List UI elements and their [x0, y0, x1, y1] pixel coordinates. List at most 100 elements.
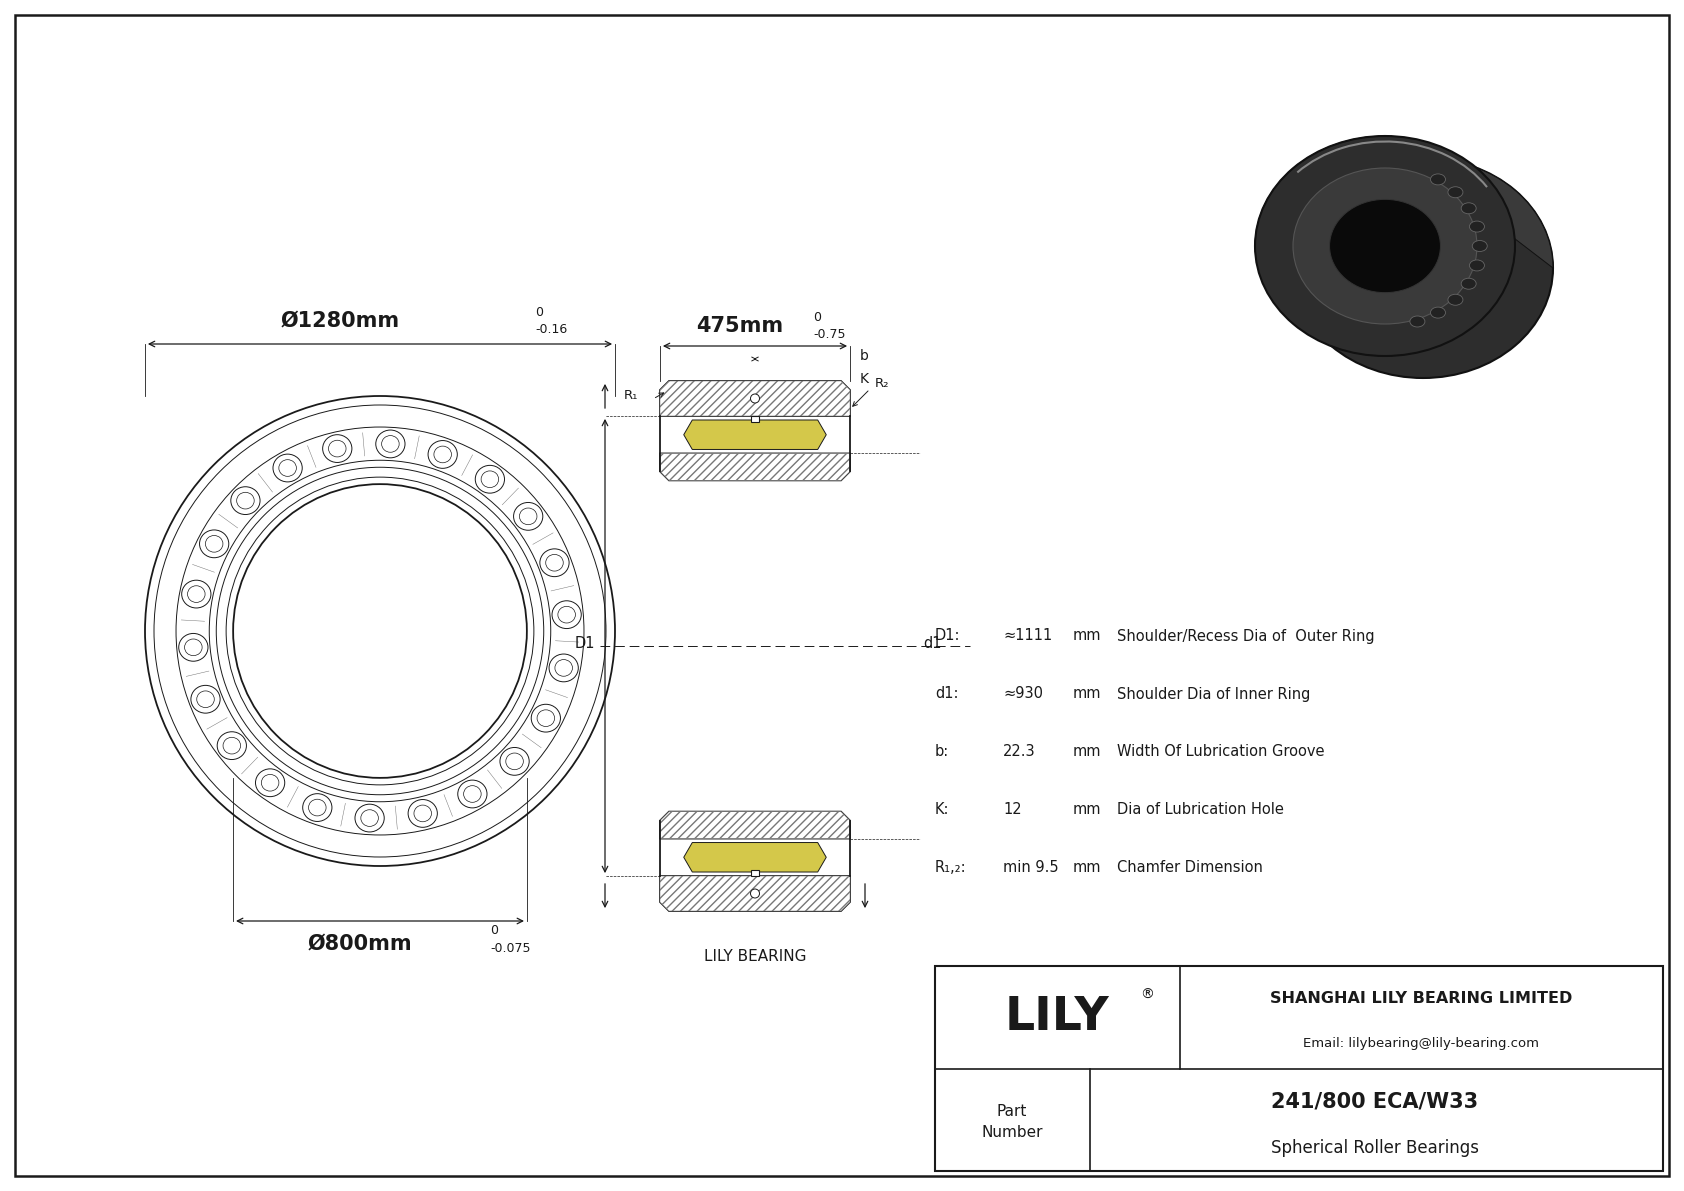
Ellipse shape: [1430, 174, 1445, 185]
Text: Part
Number: Part Number: [982, 1104, 1042, 1140]
Text: 475mm: 475mm: [697, 316, 783, 336]
Circle shape: [751, 888, 759, 898]
Ellipse shape: [414, 805, 431, 822]
Ellipse shape: [205, 536, 222, 553]
Ellipse shape: [360, 810, 379, 827]
Text: mm: mm: [1073, 744, 1101, 760]
Text: Shoulder Dia of Inner Ring: Shoulder Dia of Inner Ring: [1116, 686, 1310, 701]
Text: 0: 0: [813, 311, 822, 324]
Ellipse shape: [1293, 168, 1477, 324]
Text: Chamfer Dimension: Chamfer Dimension: [1116, 861, 1263, 875]
Ellipse shape: [1462, 202, 1477, 213]
Ellipse shape: [1470, 222, 1484, 232]
Ellipse shape: [1448, 294, 1463, 305]
Text: LILY: LILY: [1005, 994, 1110, 1040]
Ellipse shape: [303, 793, 332, 822]
Text: mm: mm: [1073, 686, 1101, 701]
Ellipse shape: [1448, 187, 1463, 198]
Text: R₂: R₂: [876, 378, 889, 391]
Ellipse shape: [1293, 158, 1553, 378]
Ellipse shape: [408, 799, 438, 828]
Polygon shape: [684, 842, 827, 872]
Text: mm: mm: [1073, 629, 1101, 643]
Ellipse shape: [179, 634, 209, 661]
Ellipse shape: [187, 586, 205, 603]
Ellipse shape: [231, 487, 259, 515]
Text: D1:: D1:: [935, 629, 960, 643]
Text: ≈930: ≈930: [1004, 686, 1042, 701]
Ellipse shape: [434, 447, 451, 463]
Text: ≈1111: ≈1111: [1004, 629, 1052, 643]
Ellipse shape: [256, 769, 285, 797]
Ellipse shape: [514, 503, 542, 530]
Ellipse shape: [546, 555, 562, 570]
Text: SHANGHAI LILY BEARING LIMITED: SHANGHAI LILY BEARING LIMITED: [1270, 991, 1573, 1006]
Ellipse shape: [217, 731, 246, 760]
Ellipse shape: [376, 430, 406, 457]
Ellipse shape: [1472, 241, 1487, 251]
Text: Shoulder/Recess Dia of  Outer Ring: Shoulder/Recess Dia of Outer Ring: [1116, 629, 1374, 643]
Text: Spherical Roller Bearings: Spherical Roller Bearings: [1271, 1140, 1479, 1158]
Polygon shape: [660, 454, 850, 480]
Ellipse shape: [1330, 199, 1440, 293]
Text: Email: lilybearing@lily-bearing.com: Email: lilybearing@lily-bearing.com: [1303, 1037, 1539, 1050]
Bar: [751, 416, 759, 422]
Text: -0.16: -0.16: [536, 323, 568, 336]
Ellipse shape: [182, 580, 210, 607]
Polygon shape: [660, 381, 850, 416]
Ellipse shape: [1410, 316, 1425, 328]
Ellipse shape: [519, 509, 537, 525]
Text: 12: 12: [1004, 803, 1022, 817]
Ellipse shape: [537, 710, 554, 727]
Ellipse shape: [482, 470, 498, 487]
Ellipse shape: [382, 436, 399, 453]
Text: mm: mm: [1073, 861, 1101, 875]
Ellipse shape: [185, 640, 202, 656]
Text: d1:: d1:: [935, 686, 958, 701]
Ellipse shape: [328, 441, 345, 457]
Text: 0: 0: [536, 306, 542, 319]
Ellipse shape: [556, 660, 573, 676]
Text: d1: d1: [923, 636, 941, 651]
Ellipse shape: [1430, 307, 1445, 318]
Ellipse shape: [428, 441, 458, 468]
Polygon shape: [660, 811, 850, 838]
Ellipse shape: [323, 435, 352, 462]
Ellipse shape: [1255, 136, 1516, 356]
Text: D1: D1: [574, 636, 594, 651]
Ellipse shape: [541, 549, 569, 576]
Ellipse shape: [261, 774, 280, 791]
Polygon shape: [660, 381, 850, 416]
Ellipse shape: [500, 748, 529, 775]
Text: R₁: R₁: [623, 389, 638, 403]
Text: R₁,₂:: R₁,₂:: [935, 861, 967, 875]
Circle shape: [751, 394, 759, 403]
Polygon shape: [660, 877, 850, 911]
Ellipse shape: [505, 753, 524, 769]
Ellipse shape: [197, 691, 214, 707]
Polygon shape: [1255, 136, 1553, 268]
Text: K: K: [861, 372, 869, 386]
Polygon shape: [660, 877, 850, 911]
Ellipse shape: [308, 799, 327, 816]
Ellipse shape: [222, 737, 241, 754]
Polygon shape: [660, 811, 850, 838]
Ellipse shape: [190, 685, 221, 713]
Polygon shape: [684, 420, 827, 449]
Text: b:: b:: [935, 744, 950, 760]
Text: -0.75: -0.75: [813, 328, 845, 341]
Text: ®: ®: [1140, 989, 1154, 1003]
Text: 0: 0: [490, 924, 498, 937]
Text: mm: mm: [1073, 803, 1101, 817]
Ellipse shape: [530, 704, 561, 732]
Ellipse shape: [549, 654, 578, 681]
Text: LILY BEARING: LILY BEARING: [704, 949, 807, 964]
Ellipse shape: [552, 600, 581, 629]
Ellipse shape: [557, 606, 576, 623]
Ellipse shape: [475, 466, 505, 493]
Bar: [935, 966, 1664, 1171]
Polygon shape: [660, 454, 850, 480]
Text: Dia of Lubrication Hole: Dia of Lubrication Hole: [1116, 803, 1283, 817]
Ellipse shape: [463, 786, 482, 803]
Ellipse shape: [280, 460, 296, 476]
